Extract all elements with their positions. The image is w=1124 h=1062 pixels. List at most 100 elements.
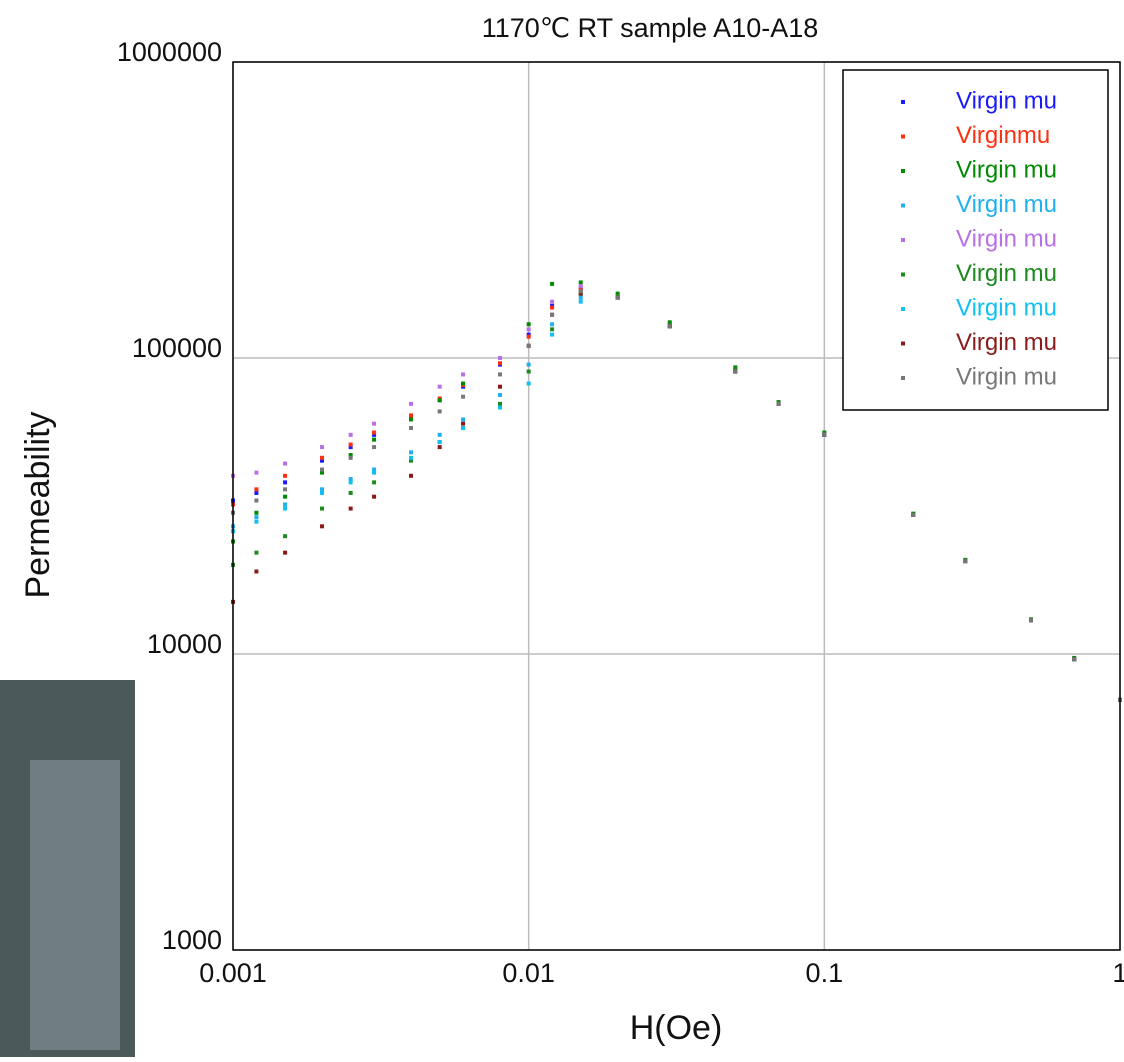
point <box>320 487 325 492</box>
point <box>437 432 442 437</box>
point <box>550 281 555 286</box>
x-tick-label: 0.001 <box>199 958 267 988</box>
point <box>615 295 620 300</box>
point <box>578 289 583 294</box>
point <box>409 401 414 406</box>
point <box>578 291 583 296</box>
point <box>254 487 259 492</box>
legend-marker <box>901 272 905 277</box>
point <box>550 327 555 332</box>
point <box>320 490 325 495</box>
point <box>461 394 466 399</box>
point <box>526 322 531 327</box>
point <box>320 458 325 463</box>
point <box>372 480 377 485</box>
x-tick-label: 1 <box>1112 958 1124 988</box>
point <box>461 421 466 426</box>
point <box>409 450 414 455</box>
point <box>348 477 353 482</box>
point <box>254 490 259 495</box>
legend-marker <box>901 100 905 104</box>
legend-marker <box>901 169 905 173</box>
point <box>550 332 555 337</box>
point <box>526 334 531 339</box>
point <box>283 461 288 466</box>
legend-label: Virgin mu <box>956 294 1057 321</box>
point <box>320 445 325 450</box>
point <box>911 512 916 517</box>
point <box>437 440 442 445</box>
point <box>348 442 353 447</box>
y-tick-label: 1000 <box>162 925 222 955</box>
point <box>372 437 377 442</box>
point <box>498 401 503 406</box>
point <box>254 569 259 574</box>
point <box>283 487 288 492</box>
point <box>1028 618 1033 623</box>
point <box>526 381 531 386</box>
point <box>320 467 325 472</box>
point <box>550 305 555 310</box>
point <box>283 480 288 485</box>
legend-label: Virgin mu <box>956 87 1057 114</box>
point <box>409 426 414 431</box>
point <box>550 312 555 317</box>
point <box>498 361 503 366</box>
point <box>254 515 259 520</box>
point <box>1072 657 1077 662</box>
point <box>526 327 531 332</box>
point <box>409 417 414 422</box>
point <box>498 405 503 410</box>
point <box>578 280 583 285</box>
point <box>348 480 353 485</box>
legend-label: Virgin mu <box>956 363 1057 390</box>
point <box>320 455 325 460</box>
point <box>822 432 827 437</box>
point <box>733 366 738 371</box>
point <box>526 369 531 374</box>
point <box>550 322 555 327</box>
point <box>578 284 583 289</box>
point <box>348 506 353 511</box>
legend-label: Virgin mu <box>956 191 1057 218</box>
point <box>526 343 531 348</box>
point <box>461 381 466 386</box>
point <box>254 519 259 524</box>
point <box>409 415 414 420</box>
point <box>372 467 377 472</box>
point <box>254 510 259 515</box>
legend-marker <box>901 376 905 380</box>
point <box>283 550 288 555</box>
legend-label: Virgin mu <box>956 260 1057 287</box>
point <box>409 455 414 460</box>
legend-box <box>842 69 1109 411</box>
point <box>461 372 466 377</box>
point <box>437 445 442 450</box>
point <box>372 432 377 437</box>
point <box>283 502 288 507</box>
point <box>348 432 353 437</box>
point <box>283 473 288 478</box>
background-photo-detail <box>30 760 120 1050</box>
point <box>348 453 353 458</box>
point <box>372 430 377 435</box>
point <box>320 470 325 475</box>
point <box>348 455 353 460</box>
point <box>550 299 555 304</box>
point <box>437 409 442 414</box>
point <box>733 369 738 374</box>
point <box>437 398 442 403</box>
point <box>283 534 288 539</box>
x-tick-label: 0.1 <box>806 958 844 988</box>
legend: Virgin mu Virginmu Virgin mu Virgin mu Virgi… <box>842 69 1109 411</box>
point <box>348 490 353 495</box>
point <box>372 445 377 450</box>
legend-label: Virgin mu <box>956 156 1057 183</box>
point <box>776 401 781 406</box>
plot-frame <box>232 61 1121 951</box>
legend-label: Virgin mu <box>956 225 1057 252</box>
point <box>578 299 583 304</box>
y-tick-label: 1000000 <box>117 37 222 67</box>
point <box>526 362 531 367</box>
